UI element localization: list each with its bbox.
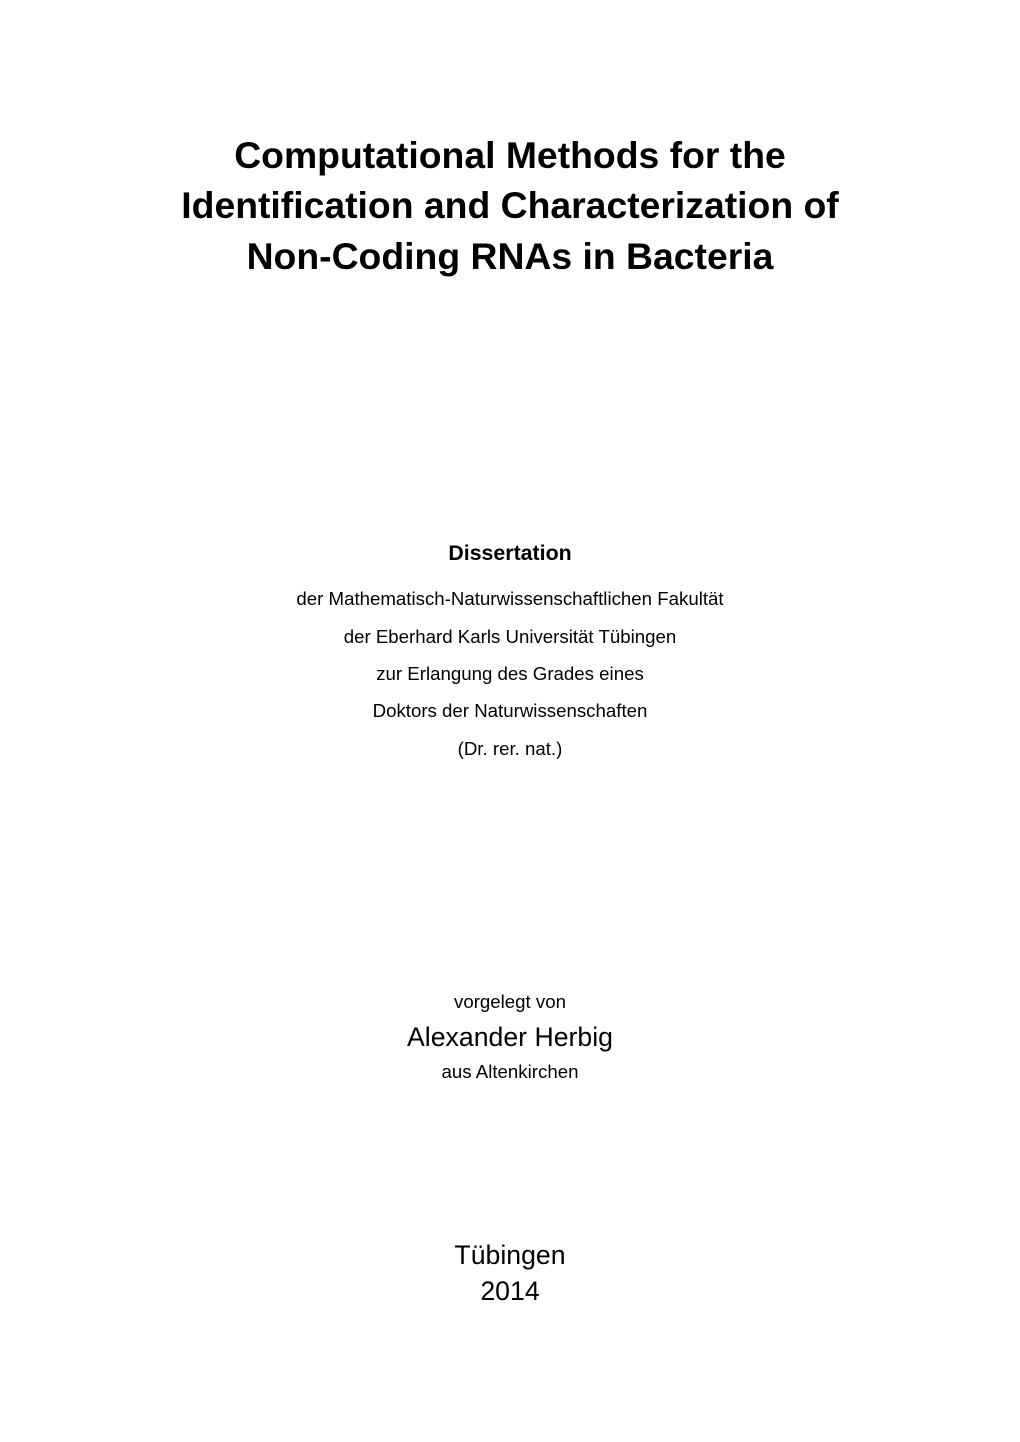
location-year: 2014 (454, 1273, 565, 1309)
thesis-title-line-2: Identification and Characterization of (181, 180, 838, 230)
title-page: Computational Methods for the Identifica… (0, 0, 1020, 1442)
location-block: Tübingen 2014 (454, 1237, 565, 1309)
author-name: Alexander Herbig (407, 1017, 613, 1057)
location-city: Tübingen (454, 1237, 565, 1273)
degree-line: Doktors der Naturwissenschaften (296, 692, 723, 729)
thesis-title-line-3: Non-Coding RNAs in Bacteria (181, 231, 838, 281)
faculty-block: der Mathematisch-Naturwissenschaftlichen… (296, 580, 723, 767)
author-origin: aus Altenkirchen (407, 1057, 613, 1087)
thesis-title-line-1: Computational Methods for the (181, 130, 838, 180)
thesis-title-block: Computational Methods for the Identifica… (181, 130, 838, 281)
author-block: vorgelegt von Alexander Herbig aus Alten… (407, 987, 613, 1087)
university-line: der Eberhard Karls Universität Tübingen (296, 618, 723, 655)
faculty-line: der Mathematisch-Naturwissenschaftlichen… (296, 580, 723, 617)
degree-abbrev-line: (Dr. rer. nat.) (296, 730, 723, 767)
purpose-line: zur Erlangung des Grades eines (296, 655, 723, 692)
presented-by-label: vorgelegt von (407, 987, 613, 1017)
dissertation-heading: Dissertation (296, 541, 723, 566)
dissertation-block: Dissertation der Mathematisch-Naturwisse… (296, 541, 723, 767)
